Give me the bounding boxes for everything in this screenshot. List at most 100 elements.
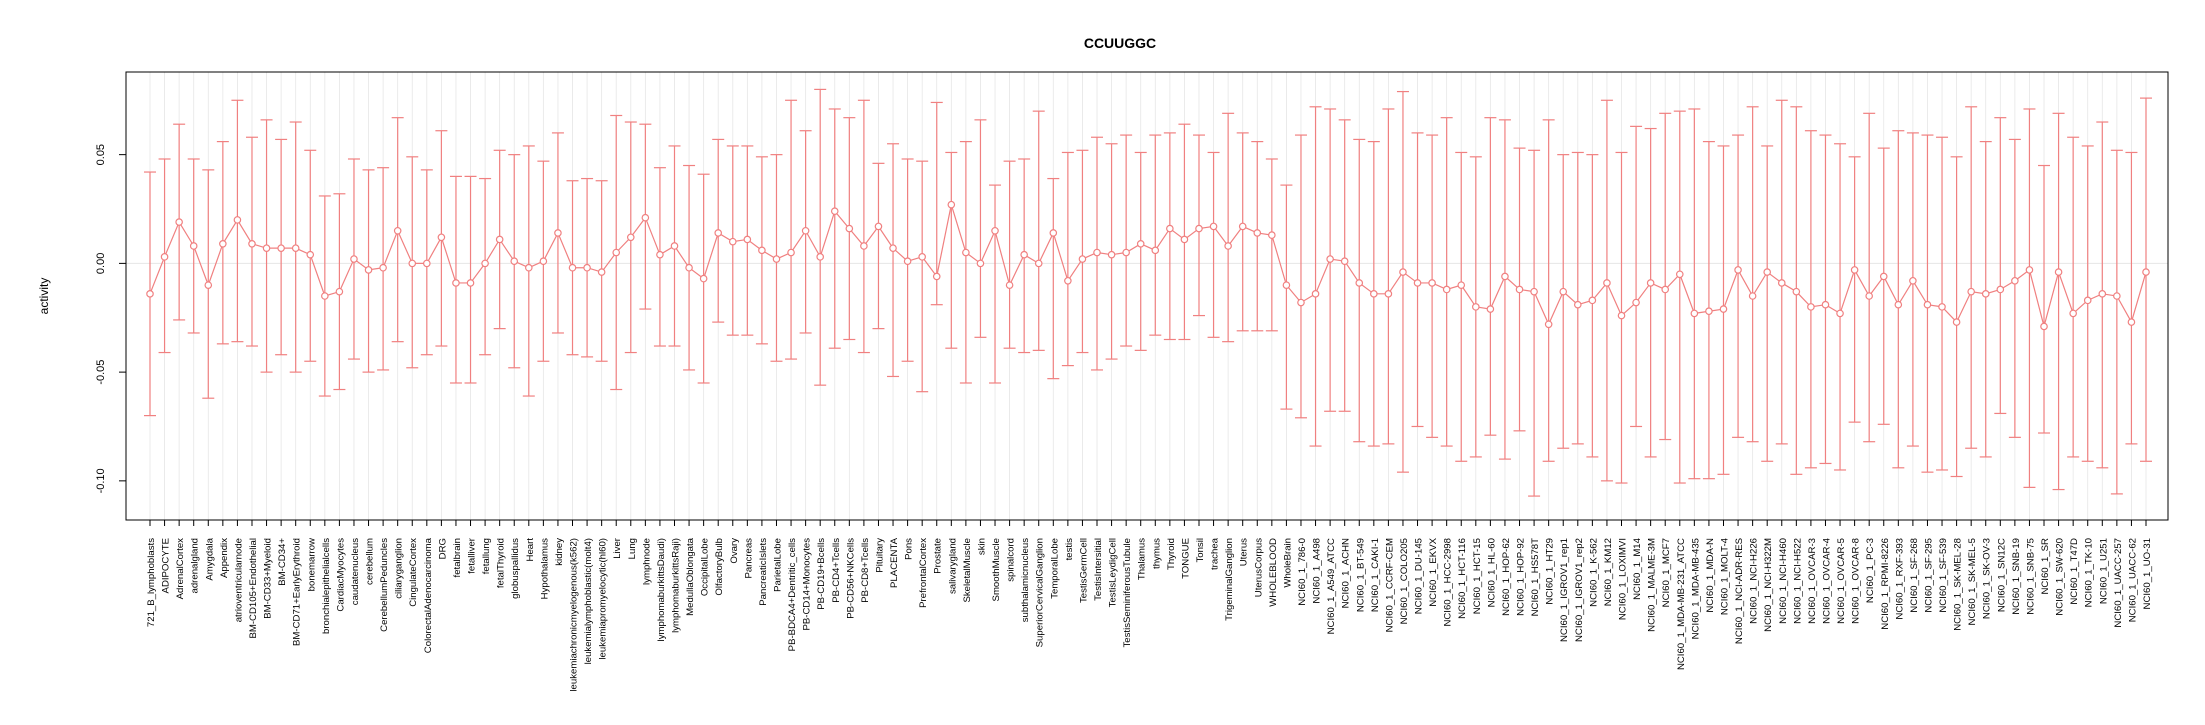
x-tick-label: ciliaryganglion [394,538,405,599]
data-point [437,233,446,242]
data-point [2025,266,2034,274]
data-point [2083,296,2092,305]
x-tick-label: NCI60_1_EKVX [1428,537,1439,606]
x-tick-label: Heart [525,538,536,562]
x-tick-label: NCI60_1_UO-31 [2142,538,2153,609]
x-tick-label: NCI60_1_MCF7 [1661,538,1672,607]
data-point [2011,276,2019,285]
data-point [1807,303,1815,311]
data-point [1588,296,1597,305]
x-tick-label: leukemiapromyelocytic(hl60) [598,538,609,660]
x-tick-label: spinalcord [1006,538,1017,582]
data-point [1777,279,1786,287]
chart-title: CCUUGGC [1084,35,1156,51]
data-point [160,253,169,261]
data-point [204,281,213,289]
data-point [1850,266,1859,274]
x-tick-label: Uterus [1239,538,1250,566]
data-point [1093,248,1101,257]
x-tick-label: TemporalLobe [1049,538,1060,599]
x-tick-label: Amygdala [204,537,215,580]
data-point [1705,307,1713,316]
x-tick-label: trachea [1210,537,1221,570]
x-tick-label: lymphomaburkittsDaudi) [656,538,667,641]
data-point [1996,285,2005,294]
x-tick-label: fetalbrain [452,538,463,577]
x-tick-label: NCI60_1_IGROV1_rep1 [1559,538,1570,642]
x-tick-label: NCI60_1_SF-295 [1923,538,1934,613]
x-tick-label: TestisSeminiferousTubule [1122,538,1133,648]
x-tick-label: NCI60_1_MDA-N [1705,538,1716,613]
data-point [1355,279,1364,287]
x-tick-label: subthalamicnucleus [1020,538,1031,622]
x-tick-label: PB-CD8+Tcells [860,538,871,603]
x-tick-label: leukemialymphoblastic(molt4) [583,538,594,664]
x-tick-label: ColorectalAdenocarcinoma [423,537,434,653]
x-tick-label: NCI60_1_MDA-MB-231_ATCC [1676,538,1687,670]
x-tick-label: BM-CD105+Endothelial [248,538,259,639]
data-point [1370,290,1378,298]
x-tick-label: bonemarrow [306,538,317,591]
x-tick-label: fetalThyroid [496,538,507,588]
data-point [1967,287,1975,296]
data-point [1005,281,1014,289]
y-tick-label: 0.05 [95,144,107,165]
data-point [1515,285,1524,294]
x-tick-label: NCI60_1_KM12 [1603,538,1614,606]
x-tick-label: NCI60_1_HOP-62 [1501,538,1512,616]
x-tick-label: bronchialepithelialcells [321,538,332,634]
data-point [1734,266,1742,274]
data-point [1821,300,1830,309]
data-point [1180,235,1189,244]
y-tick-label: -0.10 [95,468,107,493]
x-tick-label: SuperiorCervicalGanglion [1035,538,1046,647]
x-tick-label: PB-CD4+Tcells [831,538,842,603]
data-point [1486,305,1495,313]
data-point [1748,292,1757,300]
data-point [1049,229,1058,237]
x-tick-label: 721_B_lymphoblasts [146,538,157,627]
x-tick-label: NCI60_1_OVCAR-8 [1851,538,1862,624]
data-point [262,244,271,252]
data-point [175,218,183,226]
x-tick-label: globuspallidus [510,538,521,599]
x-tick-label: WholeBrain [1282,538,1293,588]
data-point [685,263,693,272]
data-point [1603,279,1611,287]
x-tick-label: Pancreas [743,538,754,579]
data-point [1151,246,1160,255]
data-point [1195,224,1203,233]
x-tick-label: NCI60_1_SNB-19 [2011,538,2022,615]
x-tick-label: NCI60_1_SF-268 [1909,538,1920,613]
x-tick-label: Tonsil [1195,538,1206,563]
data-point [1209,222,1218,231]
x-tick-label: fetalliver [467,537,478,574]
x-tick-label: NCI60_1_OVCAR-5 [1836,538,1847,624]
x-tick-label: leukemiachronicmyelogenous(k562) [569,538,580,692]
x-tick-label: NCI60_1_IGROV1_rep2 [1574,538,1585,642]
data-point [1107,250,1116,259]
data-point [1632,298,1640,307]
data-point [452,279,460,287]
data-point [1501,272,1509,281]
data-point [248,240,256,248]
data-point [1253,229,1262,237]
x-tick-label: CerebellumPeduncles [379,538,390,632]
data-point [1326,255,1334,263]
x-tick-label: Ovary [729,538,740,564]
x-tick-label: PB-CD14+Monocytes [802,538,813,631]
x-tick-label: NCI60_1_K-562 [1588,538,1599,607]
x-tick-label: NCI60_1_COLO205 [1399,538,1410,624]
x-tick-label: NCI60_1_CCRF-CEM [1384,538,1395,632]
data-point [1384,290,1393,298]
x-tick-label: NCI60_1_MOLT-4 [1719,537,1730,615]
x-tick-label: testis [1064,538,1075,561]
data-point [1617,311,1626,320]
data-point [189,242,198,250]
x-tick-label: thymus [1151,538,1162,569]
x-tick-label: TestisIntersitial [1093,538,1104,601]
x-tick-label: NCI60_1_BT-549 [1355,538,1366,612]
data-point [1836,309,1844,318]
x-tick-label: NCI60_1_A498 [1312,538,1323,604]
